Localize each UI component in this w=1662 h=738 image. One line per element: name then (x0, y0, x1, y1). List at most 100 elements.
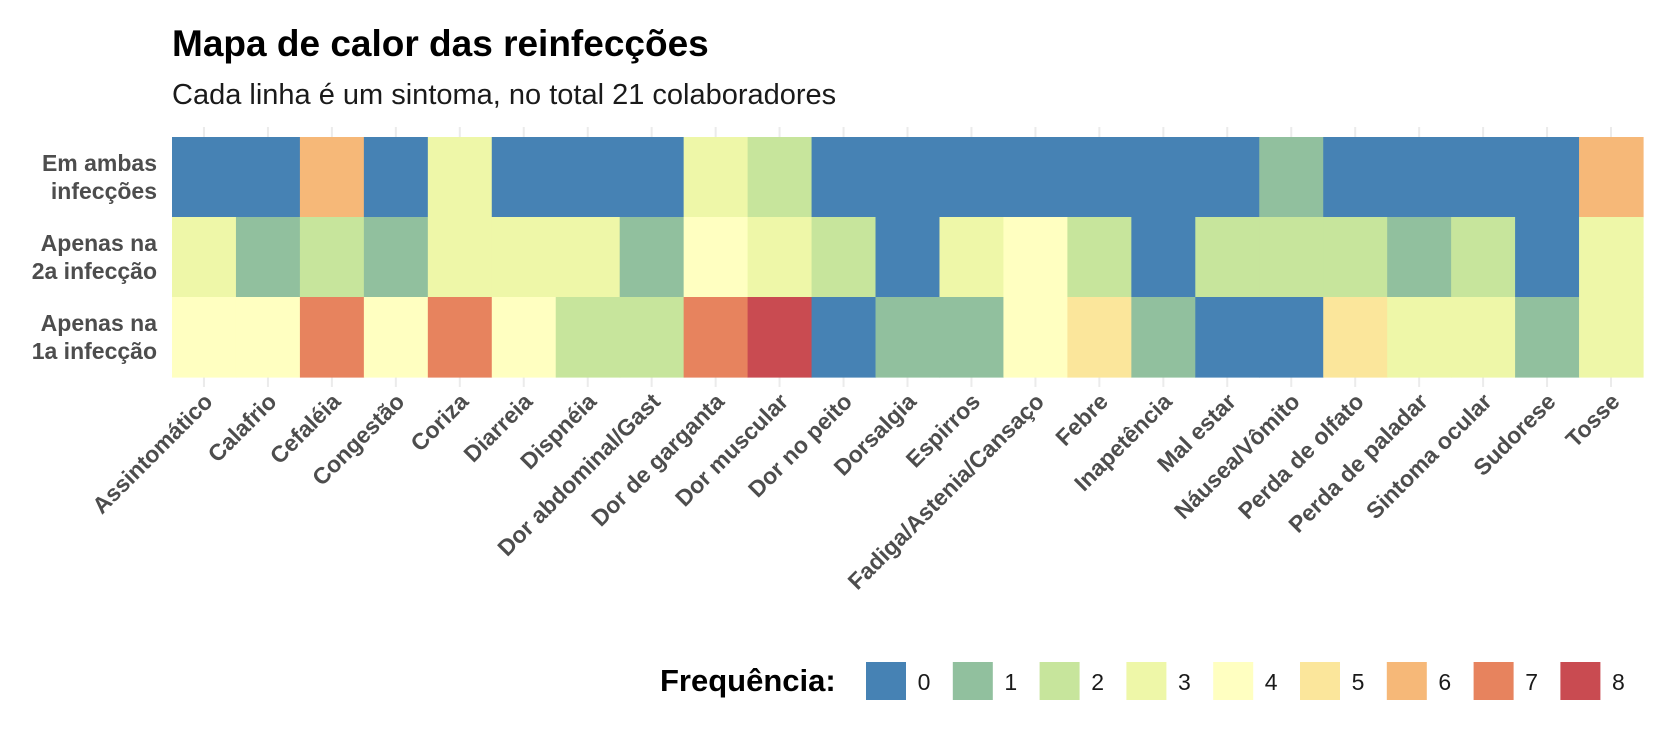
heatmap-cell (491, 217, 557, 298)
y-tick-label: 2a infecção (32, 258, 157, 284)
heatmap-cell (619, 137, 685, 218)
heatmap-cell (1451, 217, 1516, 298)
legend-label: 3 (1178, 669, 1191, 695)
heatmap-cell (172, 297, 237, 378)
heatmap-cell (299, 297, 365, 378)
heatmap-cell (1195, 217, 1260, 298)
heatmap-cell (491, 137, 557, 218)
heatmap-cell (363, 137, 429, 218)
heatmap-cell (1387, 137, 1452, 218)
legend-key (1473, 662, 1514, 700)
heatmap-cell (619, 297, 685, 378)
legend-label: 5 (1352, 669, 1365, 695)
heatmap-cell (299, 137, 365, 218)
heatmap-cell (1131, 297, 1196, 378)
heatmap-cell (1067, 137, 1132, 218)
x-axis-labels: AssintomáticoCalafrioCefaléiaCongestãoCo… (87, 388, 1624, 595)
legend-key (1386, 662, 1427, 700)
heatmap-cell (491, 297, 557, 378)
legend: Frequência: 0 1 2 3 4 5 6 7 8 (660, 662, 1625, 700)
heatmap-cell (683, 297, 749, 378)
x-tick-label: Febre (1050, 388, 1113, 451)
heatmap-cell (235, 137, 301, 218)
legend-key (1126, 662, 1167, 700)
heatmap-cell (683, 217, 749, 298)
heatmap-cell (555, 217, 621, 298)
heatmap-cell (363, 297, 429, 378)
heatmap-cell (1515, 297, 1580, 378)
heatmap-cell (1003, 297, 1068, 378)
heatmap-cell (875, 217, 941, 298)
heatmap-cell (1259, 217, 1324, 298)
heatmap-cell (235, 297, 301, 378)
heatmap-cell (683, 137, 749, 218)
legend-label: 1 (1004, 669, 1017, 695)
heatmap-cell (1067, 217, 1132, 298)
heatmap-cell (747, 137, 813, 218)
heatmap-cell (811, 137, 877, 218)
y-tick-label: Em ambas (42, 150, 157, 176)
legend-title: Frequência: (660, 663, 836, 698)
heatmap-cell (235, 217, 301, 298)
heatmap-cell (427, 137, 493, 218)
heatmap-cell (1579, 217, 1644, 298)
heatmap-cell (1195, 137, 1260, 218)
legend-key (1213, 662, 1254, 700)
heatmap-cell (172, 217, 237, 298)
x-tick-label: Assintomático (87, 388, 217, 518)
heatmap-cell (619, 217, 685, 298)
heatmap-cell (747, 217, 813, 298)
legend-label: 4 (1265, 669, 1278, 695)
heatmap-cell (299, 217, 365, 298)
heatmap-cell (939, 137, 1005, 218)
heatmap-cell (1003, 137, 1068, 218)
heatmap-cells (172, 137, 1644, 378)
y-tick-label: infecções (51, 178, 157, 204)
chart-subtitle: Cada linha é um sintoma, no total 21 col… (172, 79, 836, 111)
legend-key (1300, 662, 1340, 700)
heatmap-cell (1451, 137, 1516, 218)
heatmap-cell (939, 297, 1005, 378)
heatmap-cell (363, 217, 429, 298)
heatmap-cell (1131, 217, 1196, 298)
chart-title: Mapa de calor das reinfecções (172, 23, 709, 64)
heatmap-cell (875, 137, 941, 218)
heatmap-cell (1131, 137, 1196, 218)
heatmap-cell (1451, 297, 1516, 378)
heatmap-cell (1579, 137, 1644, 218)
heatmap-cell (172, 137, 237, 218)
heatmap-cell (427, 297, 493, 378)
heatmap-cell (875, 297, 941, 378)
heatmap-cell (1515, 217, 1580, 298)
legend-key (1560, 662, 1601, 700)
y-tick-label: Apenas na (41, 230, 158, 256)
heatmap-cell (1515, 137, 1580, 218)
heatmap-cell (1067, 297, 1132, 378)
heatmap-cell (1323, 137, 1388, 218)
legend-label: 2 (1091, 669, 1104, 695)
legend-key (866, 662, 906, 700)
legend-label: 6 (1438, 669, 1451, 695)
legend-label: 0 (918, 669, 931, 695)
heatmap-cell (1259, 297, 1324, 378)
heatmap-cell (1003, 217, 1068, 298)
heatmap-cell (939, 217, 1005, 298)
heatmap-cell (1579, 297, 1644, 378)
heatmap-cell (427, 217, 493, 298)
y-tick-label: Apenas na (41, 310, 158, 336)
x-tick-label: Tosse (1560, 388, 1624, 452)
legend-key (1039, 662, 1080, 700)
heatmap-cell (1195, 297, 1260, 378)
heatmap-cell (555, 137, 621, 218)
x-tick-label: Dor muscular (670, 388, 793, 511)
legend-label: 7 (1525, 669, 1538, 695)
heatmap-cell (1387, 297, 1452, 378)
heatmap-cell (811, 297, 877, 378)
heatmap-cell (555, 297, 621, 378)
heatmap-cell (1323, 217, 1388, 298)
legend-key (952, 662, 993, 700)
heatmap-cell (811, 217, 877, 298)
heatmap-cell (747, 297, 813, 378)
